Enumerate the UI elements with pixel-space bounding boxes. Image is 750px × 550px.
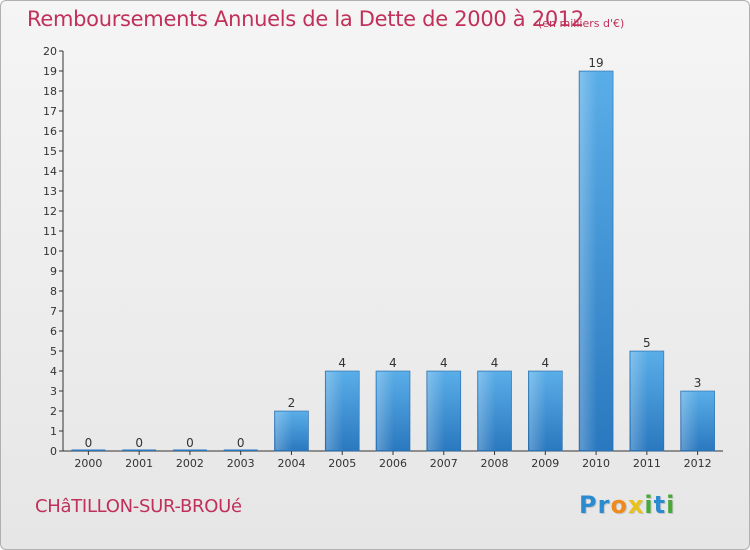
y-tick-label: 11 xyxy=(43,225,57,238)
logo-letter: P xyxy=(579,491,598,519)
y-tick-label: 15 xyxy=(43,145,57,158)
logo-letter: i xyxy=(666,491,676,519)
y-tick-label: 19 xyxy=(43,65,57,78)
x-tick-label: 2007 xyxy=(430,457,458,470)
bar-highlight xyxy=(580,72,598,450)
bars xyxy=(71,70,715,452)
y-tick-label: 6 xyxy=(50,325,57,338)
logo-letter: t xyxy=(653,491,667,519)
data-label: 0 xyxy=(237,436,245,450)
data-label: 0 xyxy=(135,436,143,450)
logo-letter: x xyxy=(627,491,645,519)
logo-letter: i xyxy=(644,491,654,519)
proxiti-logo[interactable]: Proxiti xyxy=(579,491,675,519)
bar-highlight xyxy=(326,372,344,450)
y-tick-label: 10 xyxy=(43,245,57,258)
data-label: 4 xyxy=(389,356,397,370)
bar-highlight xyxy=(681,392,699,450)
bar-highlight xyxy=(478,372,496,450)
y-tick-label: 20 xyxy=(43,45,57,58)
x-tick-label: 2005 xyxy=(328,457,356,470)
logo-letter: r xyxy=(597,491,611,519)
x-axis: 2000 2001 2002 2003 2004 2005 2006 2007 2008 2009… xyxy=(63,450,723,470)
data-label: 2 xyxy=(288,396,296,410)
x-tick-label: 2008 xyxy=(481,457,509,470)
y-tick-label: 1 xyxy=(50,425,57,438)
x-tick-label: 2001 xyxy=(125,457,153,470)
bar xyxy=(122,449,157,451)
x-tick-label: 2012 xyxy=(684,457,712,470)
x-tick-label: 2000 xyxy=(74,457,102,470)
bar-highlight xyxy=(529,372,547,450)
bar xyxy=(172,449,207,451)
chart-subtitle: (en milliers d'€) xyxy=(538,17,625,30)
data-label: 5 xyxy=(643,336,651,350)
place-name: CHâTILLON-SUR-BROUé xyxy=(35,496,242,517)
y-tick-label: 3 xyxy=(50,385,57,398)
y-tick-label: 16 xyxy=(43,125,57,138)
bar-highlight xyxy=(427,372,445,450)
y-tick-label: 18 xyxy=(43,85,57,98)
y-tick-label: 12 xyxy=(43,205,57,218)
y-tick-label: 5 xyxy=(50,345,57,358)
data-label: 0 xyxy=(186,436,194,450)
bar-highlight xyxy=(630,352,648,450)
y-tick-label: 14 xyxy=(43,165,57,178)
y-tick-label: 17 xyxy=(43,105,57,118)
x-tick-label: 2004 xyxy=(277,457,305,470)
bar-highlight xyxy=(377,372,394,450)
x-tick-label: 2011 xyxy=(633,457,661,470)
data-label: 3 xyxy=(694,376,702,390)
data-label: 4 xyxy=(491,356,499,370)
y-tick-label: 2 xyxy=(50,405,57,418)
y-tick-label: 7 xyxy=(50,305,57,318)
bar-highlight xyxy=(275,412,293,450)
y-tick-label: 9 xyxy=(50,265,57,278)
y-tick-label: 13 xyxy=(43,185,57,198)
x-tick-label: 2010 xyxy=(582,457,610,470)
y-tick-label: 0 xyxy=(50,445,57,458)
logo-letter: o xyxy=(610,491,628,519)
data-label: 4 xyxy=(440,356,448,370)
x-tick-label: 2006 xyxy=(379,457,407,470)
bar xyxy=(71,449,106,451)
data-label: 19 xyxy=(588,56,603,70)
data-labels: 0 0 0 0 2 4 4 4 4 4 19 5 3 xyxy=(85,56,702,450)
x-tick-label: 2009 xyxy=(531,457,559,470)
data-label: 4 xyxy=(338,356,346,370)
y-tick-label: 4 xyxy=(50,365,57,378)
y-tick-label: 8 xyxy=(50,285,57,298)
data-label: 0 xyxy=(85,436,93,450)
bar xyxy=(223,449,258,451)
x-tick-label: 2002 xyxy=(176,457,204,470)
chart-title: Remboursements Annuels de la Dette de 20… xyxy=(27,7,584,31)
x-tick-label: 2003 xyxy=(227,457,255,470)
data-label: 4 xyxy=(541,356,549,370)
